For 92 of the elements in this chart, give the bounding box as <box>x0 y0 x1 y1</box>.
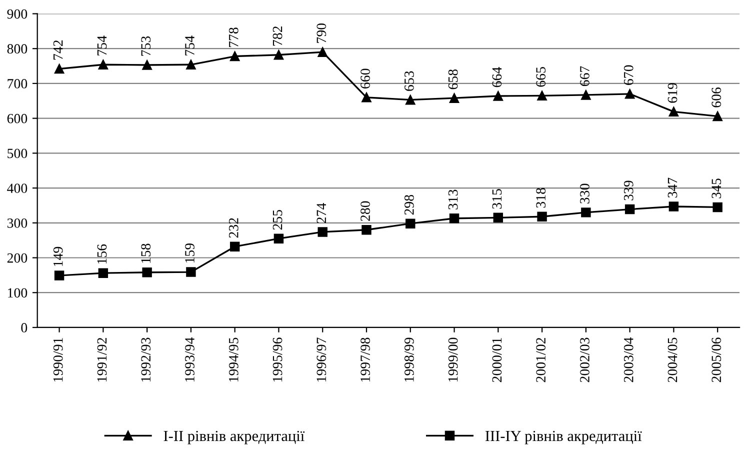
data-label: 667 <box>580 66 590 86</box>
y-tick-label: 100 <box>8 288 28 298</box>
point <box>98 60 108 70</box>
data-label: 665 <box>536 67 546 87</box>
y-tick-label: 500 <box>8 148 28 158</box>
point <box>493 212 504 223</box>
x-tick-label: 1992/93 <box>141 338 151 382</box>
x-tick-label: 2004/05 <box>668 338 678 382</box>
point <box>186 60 196 70</box>
point <box>668 106 679 117</box>
x-tick-label: 1995/96 <box>272 338 282 382</box>
x-tick-label: 1998/99 <box>404 338 414 382</box>
point <box>493 91 504 101</box>
y-tick-label: 600 <box>7 114 28 124</box>
point <box>449 93 460 103</box>
data-label: 670 <box>624 65 634 85</box>
point <box>54 270 64 280</box>
x-tick-label: 1993/94 <box>185 337 194 382</box>
point <box>581 90 591 100</box>
legend-label: I-II рівнів акредитації <box>164 430 305 444</box>
point <box>274 50 284 60</box>
data-label: 149 <box>53 246 63 266</box>
data-label: 274 <box>316 203 326 224</box>
x-tick-label: 1999/00 <box>448 338 458 382</box>
y-tick-label: 900 <box>7 9 28 19</box>
y-tick-label: 400 <box>7 184 28 193</box>
data-label: 232 <box>228 218 238 238</box>
point <box>624 89 635 99</box>
data-label: 345 <box>712 178 722 198</box>
point <box>186 267 196 277</box>
x-tick-label: 2003/04 <box>624 337 634 382</box>
x-tick-label: 1990/91 <box>53 338 63 382</box>
data-label: 778 <box>228 28 238 48</box>
data-label: 754 <box>97 36 107 56</box>
data-label: 339 <box>624 180 634 200</box>
y-tick-label: 200 <box>7 253 28 263</box>
point <box>318 47 328 57</box>
data-label: 660 <box>360 68 370 88</box>
point <box>142 60 152 70</box>
data-label: 653 <box>404 71 414 91</box>
data-label: 156 <box>97 244 107 264</box>
point <box>537 212 547 222</box>
x-tick-label: 2002/03 <box>580 338 590 382</box>
x-tick-label: 2000/01 <box>492 338 502 382</box>
legend-label: III-IY рівнів акредитації <box>485 430 642 444</box>
x-tick-label: 2005/06 <box>712 338 722 382</box>
data-label: 313 <box>448 190 458 210</box>
x-tick-label: 2001/02 <box>536 338 546 382</box>
x-tick-label: 1994/95 <box>228 338 238 382</box>
point <box>624 204 635 214</box>
point <box>54 64 64 74</box>
point <box>406 94 416 105</box>
point <box>318 227 328 237</box>
x-tick-label: 1996/97 <box>316 338 326 382</box>
data-label: 347 <box>668 178 678 198</box>
data-label: 782 <box>272 26 282 46</box>
data-label: 658 <box>448 69 458 90</box>
x-tick-label: 1997/98 <box>360 338 370 382</box>
point <box>230 51 240 62</box>
data-label: 298 <box>404 194 414 215</box>
data-label: 742 <box>53 40 63 60</box>
y-tick-label: 0 <box>21 323 28 332</box>
data-label: 330 <box>580 184 590 204</box>
point <box>274 234 284 244</box>
point <box>537 90 547 101</box>
y-tick-label: 300 <box>7 218 28 228</box>
data-label: 753 <box>141 36 151 56</box>
point <box>362 225 372 235</box>
data-label: 606 <box>712 87 722 108</box>
data-label: 158 <box>141 244 151 263</box>
data-label: 315 <box>492 189 502 209</box>
data-label: 790 <box>316 23 326 43</box>
data-label: 280 <box>360 201 370 221</box>
point <box>581 208 591 218</box>
y-tick-label: 800 <box>7 44 28 54</box>
data-label: 159 <box>185 243 194 262</box>
y-tick-label: 700 <box>8 79 28 88</box>
point <box>712 111 722 122</box>
point <box>668 202 679 212</box>
data-label: 619 <box>668 83 678 103</box>
point <box>230 242 240 252</box>
data-label: 754 <box>185 36 194 56</box>
point <box>406 218 416 228</box>
point <box>712 202 722 212</box>
data-label: 318 <box>536 188 546 208</box>
point <box>362 92 372 102</box>
point <box>449 214 460 224</box>
point <box>98 268 108 278</box>
data-label: 255 <box>272 210 282 230</box>
data-label: 664 <box>492 67 502 88</box>
x-tick-label: 1991/92 <box>97 338 107 382</box>
point <box>142 268 152 278</box>
